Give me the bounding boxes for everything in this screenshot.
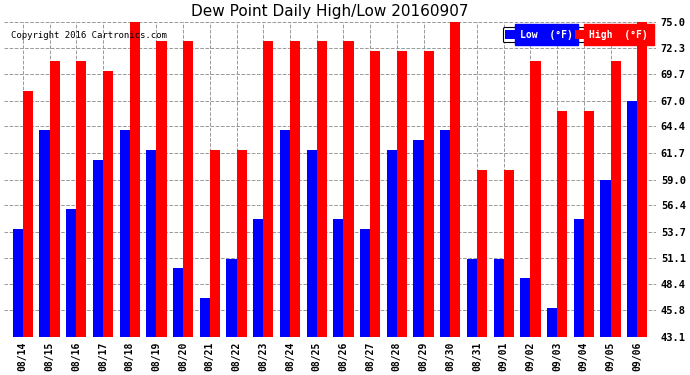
Bar xyxy=(157,42,166,337)
Bar xyxy=(66,209,77,337)
Bar xyxy=(451,22,460,337)
Bar xyxy=(531,61,540,337)
Title: Dew Point Daily High/Low 20160907: Dew Point Daily High/Low 20160907 xyxy=(191,4,469,19)
Bar xyxy=(130,22,140,337)
Bar xyxy=(210,150,220,337)
Bar xyxy=(344,42,353,337)
Bar xyxy=(146,150,157,337)
Bar xyxy=(386,150,397,337)
Bar xyxy=(77,61,86,337)
Bar xyxy=(547,308,557,337)
Bar xyxy=(253,219,264,337)
Bar xyxy=(199,298,210,337)
Bar xyxy=(183,42,193,337)
Bar xyxy=(493,259,504,337)
Bar xyxy=(504,170,514,337)
Text: Copyright 2016 Cartronics.com: Copyright 2016 Cartronics.com xyxy=(10,31,166,40)
Bar xyxy=(638,22,647,337)
Bar xyxy=(573,219,584,337)
Bar xyxy=(584,111,594,337)
Bar xyxy=(226,259,237,337)
Bar xyxy=(237,150,247,337)
Bar xyxy=(611,61,621,337)
Bar xyxy=(173,268,183,337)
Bar xyxy=(333,219,344,337)
Bar xyxy=(103,71,113,337)
Legend: Low  (°F), High  (°F): Low (°F), High (°F) xyxy=(502,27,651,42)
Bar xyxy=(520,278,531,337)
Bar xyxy=(413,140,424,337)
Bar xyxy=(50,61,60,337)
Bar xyxy=(119,130,130,337)
Bar xyxy=(264,42,273,337)
Bar xyxy=(39,130,50,337)
Bar xyxy=(23,91,33,337)
Bar xyxy=(306,150,317,337)
Bar xyxy=(12,229,23,337)
Bar xyxy=(557,111,567,337)
Bar xyxy=(370,51,380,337)
Bar xyxy=(317,42,327,337)
Bar xyxy=(280,130,290,337)
Bar xyxy=(397,51,407,337)
Bar xyxy=(477,170,487,337)
Bar xyxy=(360,229,370,337)
Bar xyxy=(440,130,451,337)
Bar xyxy=(600,180,611,337)
Bar xyxy=(93,160,103,337)
Bar xyxy=(467,259,477,337)
Bar xyxy=(290,42,300,337)
Bar xyxy=(424,51,434,337)
Bar xyxy=(627,101,638,337)
